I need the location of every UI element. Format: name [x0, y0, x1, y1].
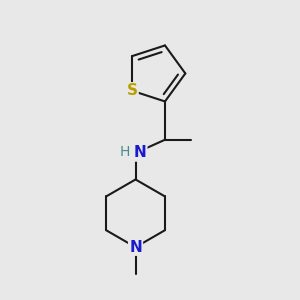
Text: S: S: [127, 83, 138, 98]
Text: N: N: [129, 240, 142, 255]
Text: N: N: [134, 146, 146, 160]
Text: H: H: [119, 145, 130, 158]
